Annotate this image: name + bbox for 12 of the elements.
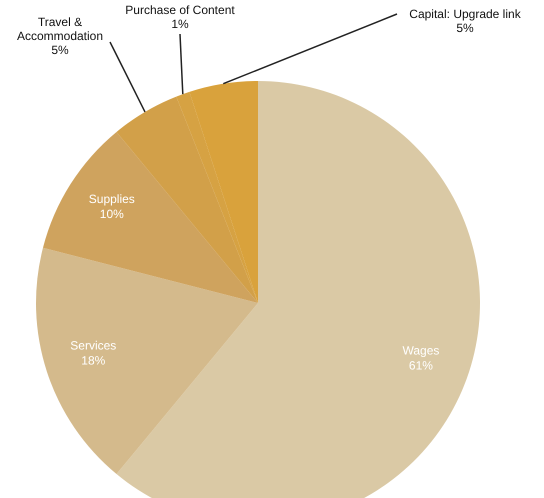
- slice-label: Supplies: [88, 192, 135, 206]
- data-label: 61%: [408, 358, 434, 373]
- slice-label: Capital: Upgrade link: [409, 7, 522, 21]
- slice-label: Travel & Accommodation: [16, 15, 104, 43]
- data-label: 1%: [171, 17, 189, 31]
- slice-label: Services: [70, 338, 116, 353]
- slice-label: Wages: [402, 344, 440, 358]
- slice-label: Purchase of Content: [125, 3, 236, 17]
- data-label: 10%: [100, 207, 124, 222]
- data-label: 5%: [456, 21, 474, 35]
- data-label: 5%: [51, 43, 69, 57]
- data-label: 18%: [81, 354, 106, 368]
